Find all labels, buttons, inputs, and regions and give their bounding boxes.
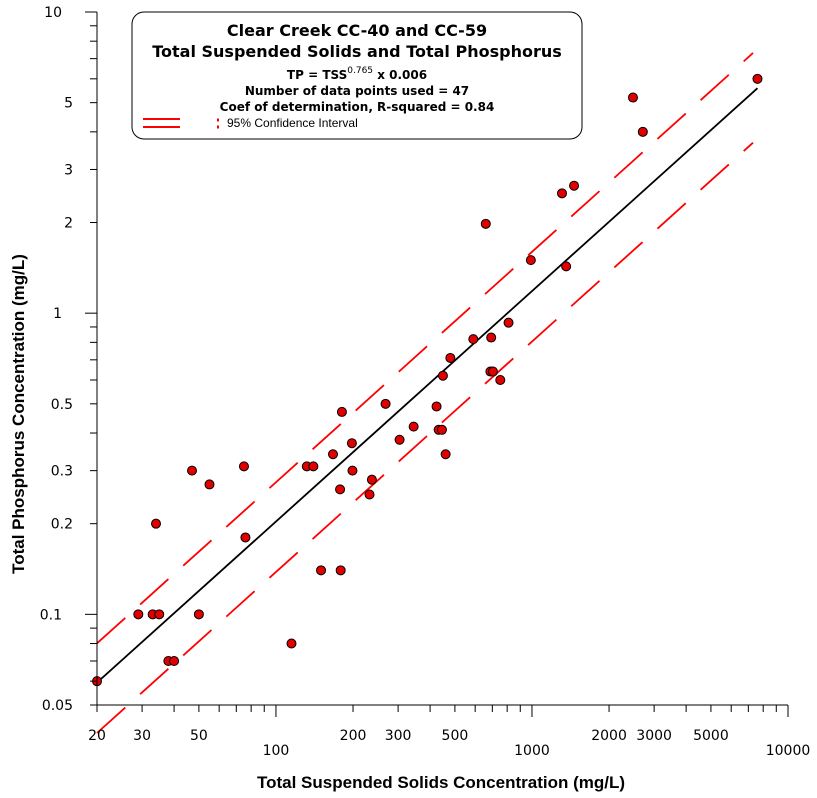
data-point bbox=[525, 255, 536, 266]
data-point bbox=[437, 370, 448, 381]
y-axis-title: Total Phosphorus Concentration (mg/L) bbox=[9, 254, 28, 574]
x-tick-label: 200 bbox=[340, 728, 367, 744]
chart-title: Clear Creek CC-40 and CC-59 bbox=[227, 21, 487, 40]
y-tick-label: 1 bbox=[53, 306, 62, 322]
legend-ci-swatch bbox=[143, 118, 219, 129]
data-point bbox=[327, 449, 338, 460]
x-tick-label: 20 bbox=[88, 728, 106, 744]
data-point bbox=[316, 565, 327, 576]
y-tick-label: 5 bbox=[64, 96, 73, 112]
equation-suffix: x 0.006 bbox=[373, 68, 427, 82]
y-tick-label: 2 bbox=[64, 216, 73, 232]
data-point bbox=[154, 609, 165, 620]
y-tick-label: 0.2 bbox=[51, 517, 73, 533]
data-point bbox=[557, 188, 568, 199]
regression-line bbox=[96, 87, 759, 684]
x-tick-label: 500 bbox=[442, 728, 469, 744]
data-point bbox=[487, 366, 498, 377]
data-point bbox=[408, 421, 419, 432]
data-point bbox=[204, 479, 215, 490]
data-points bbox=[92, 73, 763, 687]
regression-line-group bbox=[96, 87, 759, 684]
data-point bbox=[286, 638, 297, 649]
data-point bbox=[752, 73, 763, 84]
data-point bbox=[561, 261, 572, 272]
y-tick-label: 10 bbox=[44, 5, 62, 21]
x-tick-label: 3000 bbox=[636, 728, 672, 744]
ci-lower-line bbox=[96, 142, 754, 734]
y-tick-label: 0.3 bbox=[51, 464, 73, 480]
ci-upper-line bbox=[96, 52, 754, 644]
y-tick-label: 0.1 bbox=[40, 607, 62, 623]
x-tick-label: 5000 bbox=[693, 728, 729, 744]
x-tick-label: 1000 bbox=[514, 743, 550, 759]
data-point bbox=[308, 461, 319, 472]
data-point bbox=[193, 609, 204, 620]
data-point bbox=[445, 352, 456, 363]
data-point bbox=[431, 401, 442, 412]
x-axis-title: Total Suspended Solids Concentration (mg… bbox=[257, 773, 625, 792]
data-point bbox=[394, 434, 405, 445]
x-tick-label: 30 bbox=[133, 728, 151, 744]
data-point bbox=[495, 374, 506, 385]
data-point bbox=[364, 489, 375, 500]
x-tick-label: 50 bbox=[190, 728, 208, 744]
data-point bbox=[346, 438, 357, 449]
regression-equation: TP = TSS0.765 x 0.006 bbox=[287, 66, 427, 82]
data-point bbox=[440, 449, 451, 460]
r-squared-text: Coef of determination, R-squared = 0.84 bbox=[220, 100, 495, 114]
data-point bbox=[366, 474, 377, 485]
data-point bbox=[347, 465, 358, 476]
data-point bbox=[187, 465, 198, 476]
x-tick-label: 2000 bbox=[591, 728, 627, 744]
y-tick-label: 3 bbox=[64, 162, 73, 178]
chart-subtitle: Total Suspended Solids and Total Phospho… bbox=[152, 42, 562, 61]
y-tick-label: 0.05 bbox=[42, 698, 73, 714]
data-point bbox=[169, 655, 180, 666]
confidence-interval-lines bbox=[96, 52, 754, 734]
data-point bbox=[480, 218, 491, 229]
x-tick-label: 300 bbox=[385, 728, 412, 744]
data-point bbox=[436, 424, 447, 435]
equation-prefix: TP = TSS bbox=[287, 68, 347, 82]
data-point bbox=[335, 484, 346, 495]
data-point bbox=[240, 532, 251, 543]
x-tick-label: 10000 bbox=[766, 743, 811, 759]
legend-box-frame bbox=[131, 11, 583, 140]
info-legend-box: Clear Creek CC-40 and CC-59 Total Suspen… bbox=[131, 11, 583, 140]
data-point bbox=[637, 126, 648, 137]
data-point bbox=[627, 92, 638, 103]
data-point bbox=[238, 461, 249, 472]
legend-ci-label: 95% Confidence Interval bbox=[227, 116, 358, 130]
x-tick-label: 100 bbox=[263, 743, 290, 759]
data-point bbox=[468, 334, 479, 345]
data-point bbox=[335, 565, 346, 576]
data-point bbox=[336, 406, 347, 417]
data-point bbox=[151, 518, 162, 529]
y-tick-label: 0.5 bbox=[51, 397, 73, 413]
data-point bbox=[503, 317, 514, 328]
data-point bbox=[133, 609, 144, 620]
equation-exponent: 0.765 bbox=[347, 66, 373, 76]
data-point bbox=[380, 398, 391, 409]
data-point bbox=[486, 332, 497, 343]
axes: 20 30 50 100 200 300 500 1000 2000 3000 5000 10000 0… bbox=[40, 5, 811, 759]
data-point bbox=[569, 180, 580, 191]
data-points-count: Number of data points used = 47 bbox=[245, 84, 469, 98]
